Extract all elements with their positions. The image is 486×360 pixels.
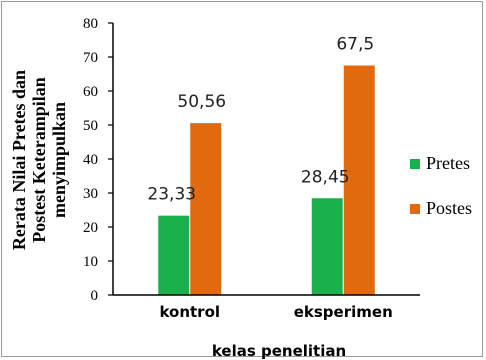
legend: Pretes Postes — [410, 153, 472, 218]
y-axis-label-line-1: Rerata Nilai Pretes dan — [9, 70, 29, 250]
y-tick-label: 80 — [83, 16, 98, 32]
bar-pretes-eksperimen — [311, 198, 343, 295]
y-tick-label: 50 — [83, 118, 98, 134]
y-tick-label: 60 — [83, 84, 98, 100]
legend-swatch-postes — [410, 204, 420, 214]
data-labels: 23,33 50,56 28,45 67,5 — [147, 35, 374, 205]
bar-postes-eksperimen — [343, 65, 375, 295]
category-label-kontrol: kontrol — [159, 303, 220, 321]
y-axis-label-line-3: menyimpulkan — [49, 102, 69, 218]
legend-label-postes: Postes — [426, 198, 472, 218]
data-label-pretes-eksperimen: 28,45 — [301, 167, 350, 187]
y-tick-label: 20 — [83, 220, 98, 236]
bar-pretes-kontrol — [158, 215, 190, 295]
bars — [158, 65, 375, 295]
x-axis-label: kelas penelitian — [212, 342, 346, 360]
y-axis-ticks: 0 10 20 30 40 50 60 70 80 — [83, 16, 113, 304]
data-label-pretes-kontrol: 23,33 — [147, 185, 196, 205]
bar-postes-kontrol — [190, 123, 222, 295]
category-labels: kontrol eksperimen — [159, 303, 392, 321]
y-tick-label: 0 — [91, 288, 99, 304]
legend-label-pretes: Pretes — [426, 153, 470, 173]
legend-swatch-pretes — [410, 159, 420, 169]
y-axis-label-line-2: Postest Keterampilan — [29, 77, 49, 242]
data-label-postes-kontrol: 50,56 — [177, 92, 226, 112]
y-tick-label: 10 — [83, 254, 98, 270]
data-label-postes-eksperimen: 67,5 — [336, 35, 374, 55]
y-tick-label: 30 — [83, 186, 98, 202]
category-label-eksperimen: eksperimen — [294, 303, 393, 321]
y-tick-label: 70 — [83, 50, 98, 66]
y-axis-label: Rerata Nilai Pretes dan Postest Keteramp… — [9, 70, 69, 250]
y-tick-label: 40 — [83, 152, 98, 168]
